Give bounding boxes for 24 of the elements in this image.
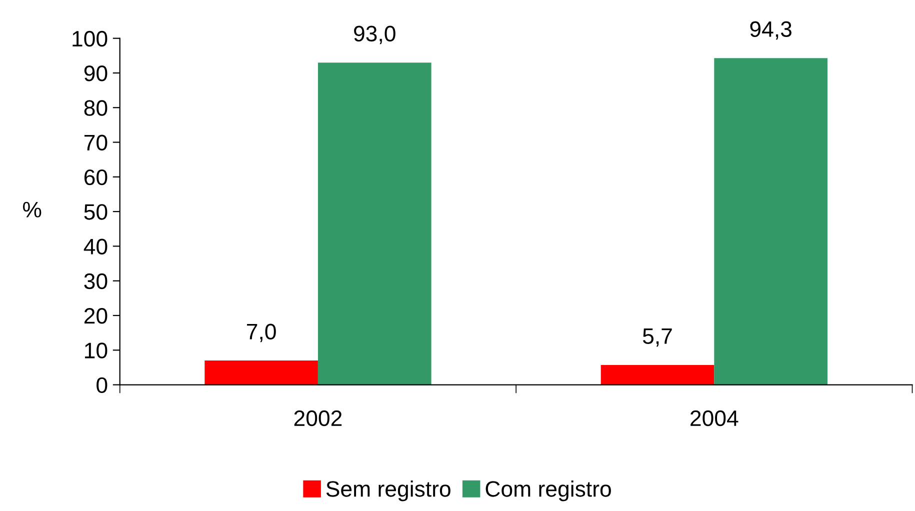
y-tick-label: 90 xyxy=(84,66,108,82)
bar xyxy=(600,365,714,385)
x-tick-label: 2004 xyxy=(690,410,738,426)
legend-label: Com registro xyxy=(486,480,611,502)
y-tick-label: 50 xyxy=(84,204,108,220)
legend-label: Sem registro xyxy=(326,480,450,502)
bar xyxy=(204,360,318,385)
y-tick-label: 20 xyxy=(84,308,108,324)
data-label: 5,7 xyxy=(642,328,672,347)
data-label: 7,0 xyxy=(247,324,276,342)
x-tick-label: 2002 xyxy=(294,410,342,426)
y-tick-label: 30 xyxy=(84,273,108,290)
data-label: 93,0 xyxy=(354,26,396,44)
bar xyxy=(714,58,828,385)
y-tick-label: 100 xyxy=(72,30,108,47)
y-tick-label: 10 xyxy=(85,342,108,358)
y-tick-label: 40 xyxy=(84,238,108,254)
y-axis-title: % xyxy=(23,202,42,218)
bar xyxy=(318,62,432,385)
y-tick-label: 60 xyxy=(84,169,108,186)
y-tick-label: 80 xyxy=(84,100,108,116)
y-tick-label: 0 xyxy=(96,377,108,394)
data-label: 94,3 xyxy=(750,21,792,40)
y-tick-label: 70 xyxy=(84,134,108,151)
